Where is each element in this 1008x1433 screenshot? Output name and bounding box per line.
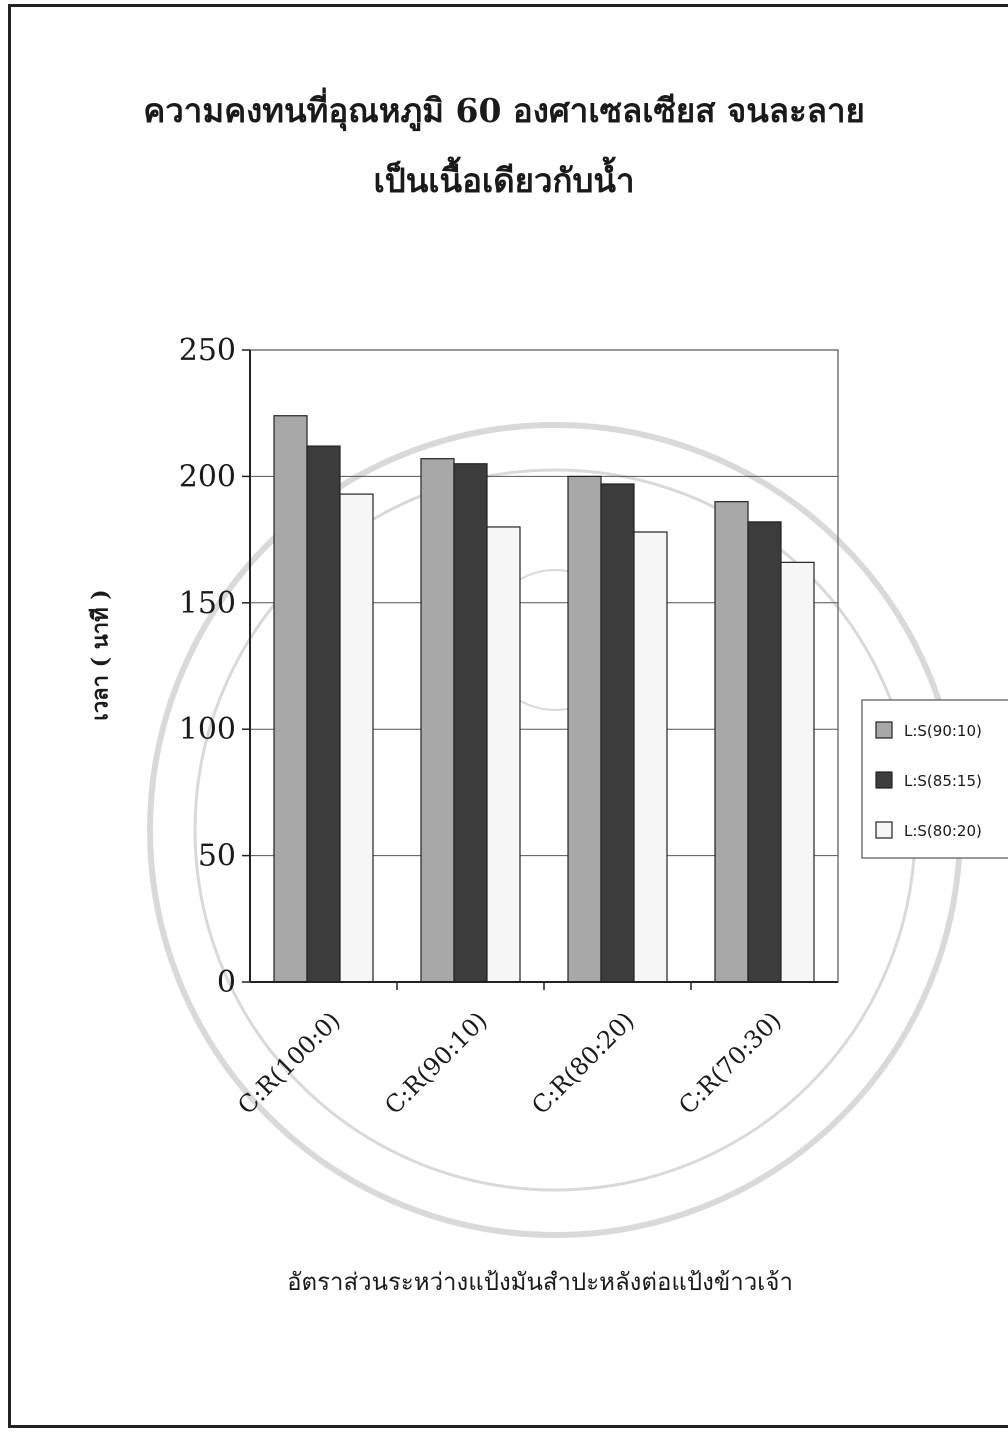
- legend-swatch: [875, 721, 893, 739]
- legend-swatch: [875, 771, 893, 789]
- y-tick-label: 200: [179, 459, 236, 494]
- bar-l-s-85-15--3: [747, 521, 782, 983]
- y-axis-label: เวลา ( นาที ): [87, 589, 114, 721]
- bar-l-s-85-15--1: [453, 463, 488, 983]
- bar-l-s-90-10--0: [273, 415, 308, 983]
- x-category-label: C:R(80:20): [526, 1006, 639, 1119]
- y-tick-label: 50: [198, 839, 236, 874]
- x-category-label: C:R(100:0): [232, 1006, 345, 1119]
- chart-title: ความคงทนที่อุณหภูมิ 60 องศาเซลเซียส จนละ…: [143, 91, 865, 130]
- legend-label: L:S(85:15): [904, 772, 982, 790]
- y-tick-label: 0: [217, 965, 236, 1000]
- x-axis-label: อัตราส่วนระหว่างแป้งมันสำปะหลังต่อแป้งข้…: [287, 1268, 793, 1296]
- y-tick-label: 100: [179, 712, 236, 747]
- bar-l-s-80-20--0: [339, 493, 374, 983]
- bar-l-s-80-20--2: [633, 531, 668, 983]
- bar-l-s-90-10--1: [420, 458, 455, 983]
- bar-l-s-85-15--2: [600, 483, 635, 983]
- bar-l-s-80-20--3: [780, 561, 815, 983]
- legend-label: L:S(90:10): [904, 722, 982, 740]
- legend-label: L:S(80:20): [904, 822, 982, 840]
- x-category-label: C:R(90:10): [379, 1006, 492, 1119]
- y-tick-label: 250: [179, 333, 236, 368]
- bar-l-s-90-10--2: [567, 475, 602, 983]
- bar-l-s-80-20--1: [486, 526, 521, 983]
- chart-subtitle: เป็นเนื้อเดียวกับน้ำ: [373, 161, 635, 200]
- x-category-label: C:R(70:30): [673, 1006, 786, 1119]
- y-tick-label: 150: [179, 586, 236, 621]
- bar-l-s-85-15--0: [306, 445, 341, 983]
- legend-swatch: [875, 821, 893, 839]
- bar-l-s-90-10--3: [714, 501, 749, 983]
